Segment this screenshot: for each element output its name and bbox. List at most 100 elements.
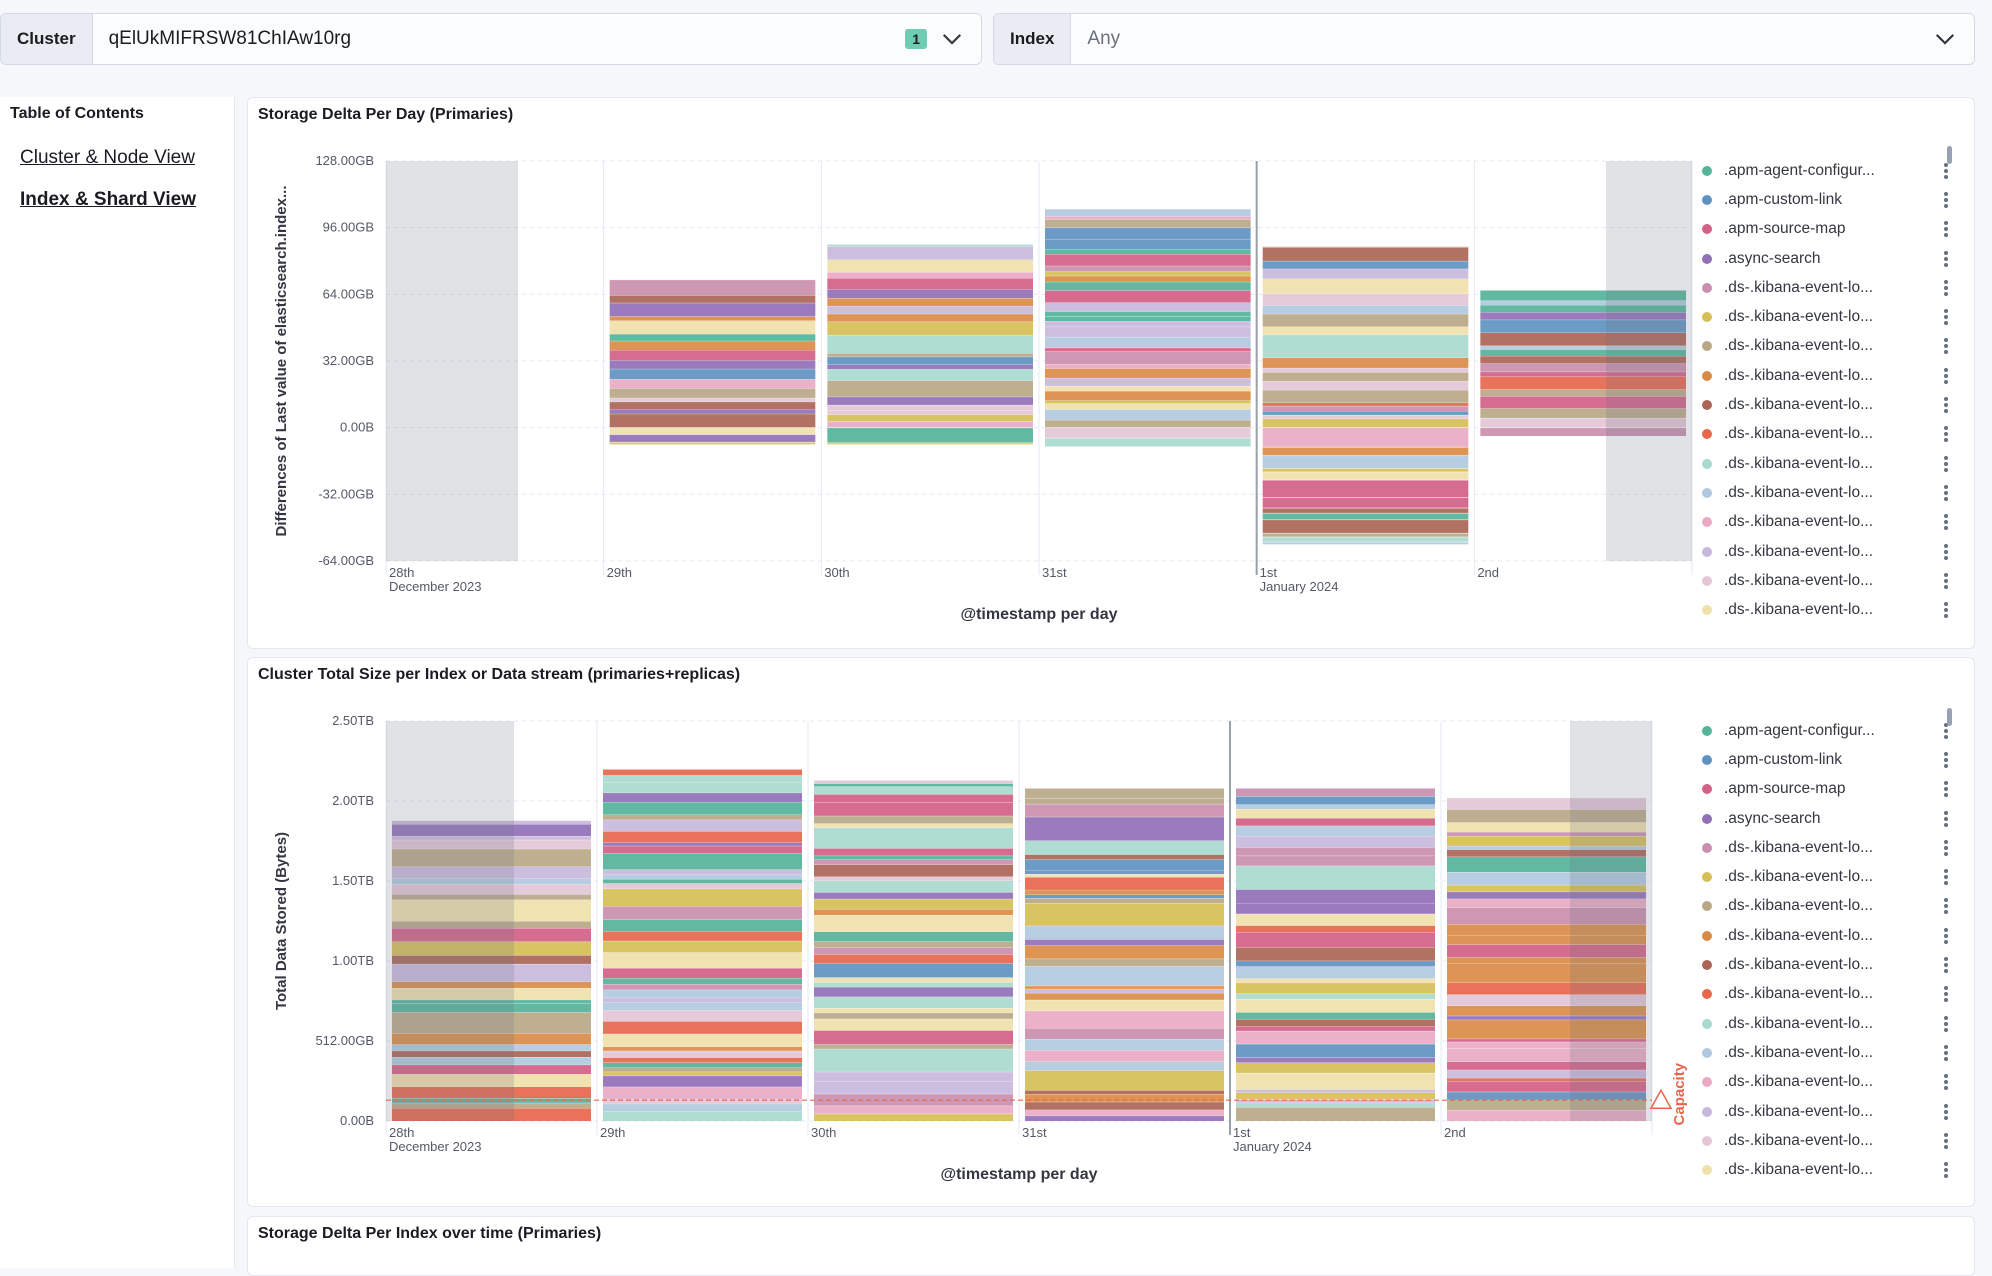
more-actions-icon[interactable] bbox=[1944, 309, 1950, 326]
bar-segment bbox=[1262, 247, 1469, 261]
more-actions-icon[interactable] bbox=[1944, 1103, 1950, 1120]
more-actions-icon[interactable] bbox=[1944, 338, 1950, 355]
bar-segment bbox=[1262, 418, 1469, 428]
more-actions-icon[interactable] bbox=[1944, 898, 1950, 915]
legend-item[interactable]: .apm-source-map bbox=[1694, 215, 1974, 244]
index-value[interactable]: Any bbox=[1087, 28, 1121, 49]
legend-item[interactable]: .ds-.kibana-event-lo... bbox=[1694, 508, 1974, 537]
legend-item[interactable]: .ds-.kibana-event-lo... bbox=[1694, 921, 1974, 950]
legend-item[interactable]: .ds-.kibana-event-lo... bbox=[1694, 892, 1974, 921]
more-actions-icon[interactable] bbox=[1944, 1074, 1950, 1091]
legend-item[interactable]: .ds-.kibana-event-lo... bbox=[1694, 332, 1974, 361]
more-actions-icon[interactable] bbox=[1944, 397, 1950, 414]
legend-item[interactable]: .ds-.kibana-event-lo... bbox=[1694, 1126, 1974, 1155]
bar-segment bbox=[1045, 403, 1251, 410]
storage-delta-per-index-panel: Storage Delta Per Index over time (Prima… bbox=[247, 1216, 1975, 1276]
legend-color-swatch bbox=[1702, 1135, 1712, 1146]
more-actions-icon[interactable] bbox=[1944, 221, 1950, 238]
legend-item[interactable]: .ds-.kibana-event-lo... bbox=[1694, 537, 1974, 566]
legend-item[interactable]: .ds-.kibana-event-lo... bbox=[1694, 1097, 1974, 1126]
legend-item[interactable]: .apm-agent-configur... bbox=[1694, 716, 1974, 745]
legend-item[interactable]: .async-search bbox=[1694, 804, 1974, 833]
bar-segment bbox=[1447, 935, 1646, 945]
more-actions-icon[interactable] bbox=[1944, 751, 1950, 768]
more-actions-icon[interactable] bbox=[1944, 543, 1950, 560]
more-actions-icon[interactable] bbox=[1944, 367, 1950, 384]
more-actions-icon[interactable] bbox=[1944, 1132, 1950, 1149]
more-actions-icon[interactable] bbox=[1944, 722, 1950, 739]
more-actions-icon[interactable] bbox=[1944, 572, 1950, 589]
more-actions-icon[interactable] bbox=[1944, 162, 1950, 179]
bar-segment bbox=[1045, 290, 1251, 303]
more-actions-icon[interactable] bbox=[1944, 279, 1950, 296]
panel-title: Cluster Total Size per Index or Data str… bbox=[258, 666, 741, 683]
more-actions-icon[interactable] bbox=[1944, 957, 1950, 974]
legend-item[interactable]: .ds-.kibana-event-lo... bbox=[1694, 478, 1974, 507]
more-actions-icon[interactable] bbox=[1944, 514, 1950, 531]
legend-scrollbar[interactable] bbox=[1947, 146, 1952, 164]
bar-segment bbox=[1262, 455, 1469, 469]
legend-item[interactable]: .ds-.kibana-event-lo... bbox=[1694, 833, 1974, 862]
legend-item[interactable]: .ds-.kibana-event-lo... bbox=[1694, 595, 1974, 624]
legend-item[interactable]: .apm-agent-configur... bbox=[1694, 156, 1974, 185]
legend-item[interactable]: .ds-.kibana-event-lo... bbox=[1694, 1009, 1974, 1038]
legend-item[interactable]: .ds-.kibana-event-lo... bbox=[1694, 361, 1974, 390]
bar-segment bbox=[609, 442, 816, 445]
more-actions-icon[interactable] bbox=[1944, 927, 1950, 944]
legend-item[interactable]: .ds-.kibana-event-lo... bbox=[1694, 566, 1974, 595]
bar-segment bbox=[1236, 1043, 1435, 1058]
more-actions-icon[interactable] bbox=[1944, 810, 1950, 827]
legend-item[interactable]: .ds-.kibana-event-lo... bbox=[1694, 950, 1974, 979]
more-actions-icon[interactable] bbox=[1944, 781, 1950, 798]
more-actions-icon[interactable] bbox=[1944, 986, 1950, 1003]
legend-item[interactable]: .ds-.kibana-event-lo... bbox=[1694, 449, 1974, 478]
x-tick-label: 2nd bbox=[1444, 1125, 1466, 1140]
bar-segment bbox=[603, 781, 802, 793]
bar-segment bbox=[814, 1030, 1013, 1045]
legend-item[interactable]: .ds-.kibana-event-lo... bbox=[1694, 390, 1974, 419]
legend-item[interactable]: .apm-source-map bbox=[1694, 775, 1974, 804]
more-actions-icon[interactable] bbox=[1944, 191, 1950, 208]
more-actions-icon[interactable] bbox=[1944, 869, 1950, 886]
bar-segment bbox=[1025, 816, 1224, 841]
bar-segment bbox=[1262, 405, 1469, 412]
more-actions-icon[interactable] bbox=[1944, 602, 1950, 619]
legend-item[interactable]: .ds-.kibana-event-lo... bbox=[1694, 420, 1974, 449]
bar-segment bbox=[1447, 822, 1646, 833]
toc-title: Table of Contents bbox=[10, 105, 144, 122]
cluster-filter[interactable]: Cluster qElUkMIFRSW81ChIAw10rg 1 bbox=[0, 13, 982, 65]
bar-segment bbox=[1236, 1012, 1435, 1020]
bar-segment bbox=[609, 279, 816, 296]
legend-item[interactable]: .ds-.kibana-event-lo... bbox=[1694, 1155, 1974, 1184]
cluster-value[interactable]: qElUkMIFRSW81ChIAw10rg bbox=[108, 28, 352, 49]
legend-item[interactable]: .ds-.kibana-event-lo... bbox=[1694, 302, 1974, 331]
legend-item[interactable]: .ds-.kibana-event-lo... bbox=[1694, 1068, 1974, 1097]
more-actions-icon[interactable] bbox=[1944, 1044, 1950, 1061]
legend-item[interactable]: .async-search bbox=[1694, 244, 1974, 273]
y-tick-label: 2.00TB bbox=[332, 793, 374, 808]
legend-item[interactable]: .ds-.kibana-event-lo... bbox=[1694, 862, 1974, 891]
chevron-down-icon[interactable] bbox=[1934, 28, 1956, 50]
legend-item[interactable]: .apm-custom-link bbox=[1694, 185, 1974, 214]
more-actions-icon[interactable] bbox=[1944, 1015, 1950, 1032]
bar-segment bbox=[1025, 985, 1224, 989]
legend-item[interactable]: .ds-.kibana-event-lo... bbox=[1694, 1038, 1974, 1067]
legend-scrollbar[interactable] bbox=[1947, 708, 1952, 726]
chevron-down-icon[interactable] bbox=[941, 28, 963, 50]
legend-item[interactable]: .apm-custom-link bbox=[1694, 745, 1974, 774]
more-actions-icon[interactable] bbox=[1944, 455, 1950, 472]
index-filter[interactable]: Index Any bbox=[993, 13, 1975, 65]
toc-link-cluster-node[interactable]: Cluster & Node View bbox=[20, 147, 195, 168]
legend-item[interactable]: .ds-.kibana-event-lo... bbox=[1694, 273, 1974, 302]
legend-item[interactable]: .ds-.kibana-event-lo... bbox=[1694, 980, 1974, 1009]
more-actions-icon[interactable] bbox=[1944, 1162, 1950, 1179]
legend-label: .ds-.kibana-event-lo... bbox=[1724, 1014, 1874, 1032]
more-actions-icon[interactable] bbox=[1944, 839, 1950, 856]
bar-segment bbox=[1045, 347, 1251, 352]
more-actions-icon[interactable] bbox=[1944, 250, 1950, 267]
bar-segment bbox=[1045, 311, 1251, 317]
more-actions-icon[interactable] bbox=[1944, 426, 1950, 443]
toc-link-index-shard[interactable]: Index & Shard View bbox=[20, 189, 196, 210]
more-actions-icon[interactable] bbox=[1944, 484, 1950, 501]
bar-segment bbox=[609, 320, 816, 334]
